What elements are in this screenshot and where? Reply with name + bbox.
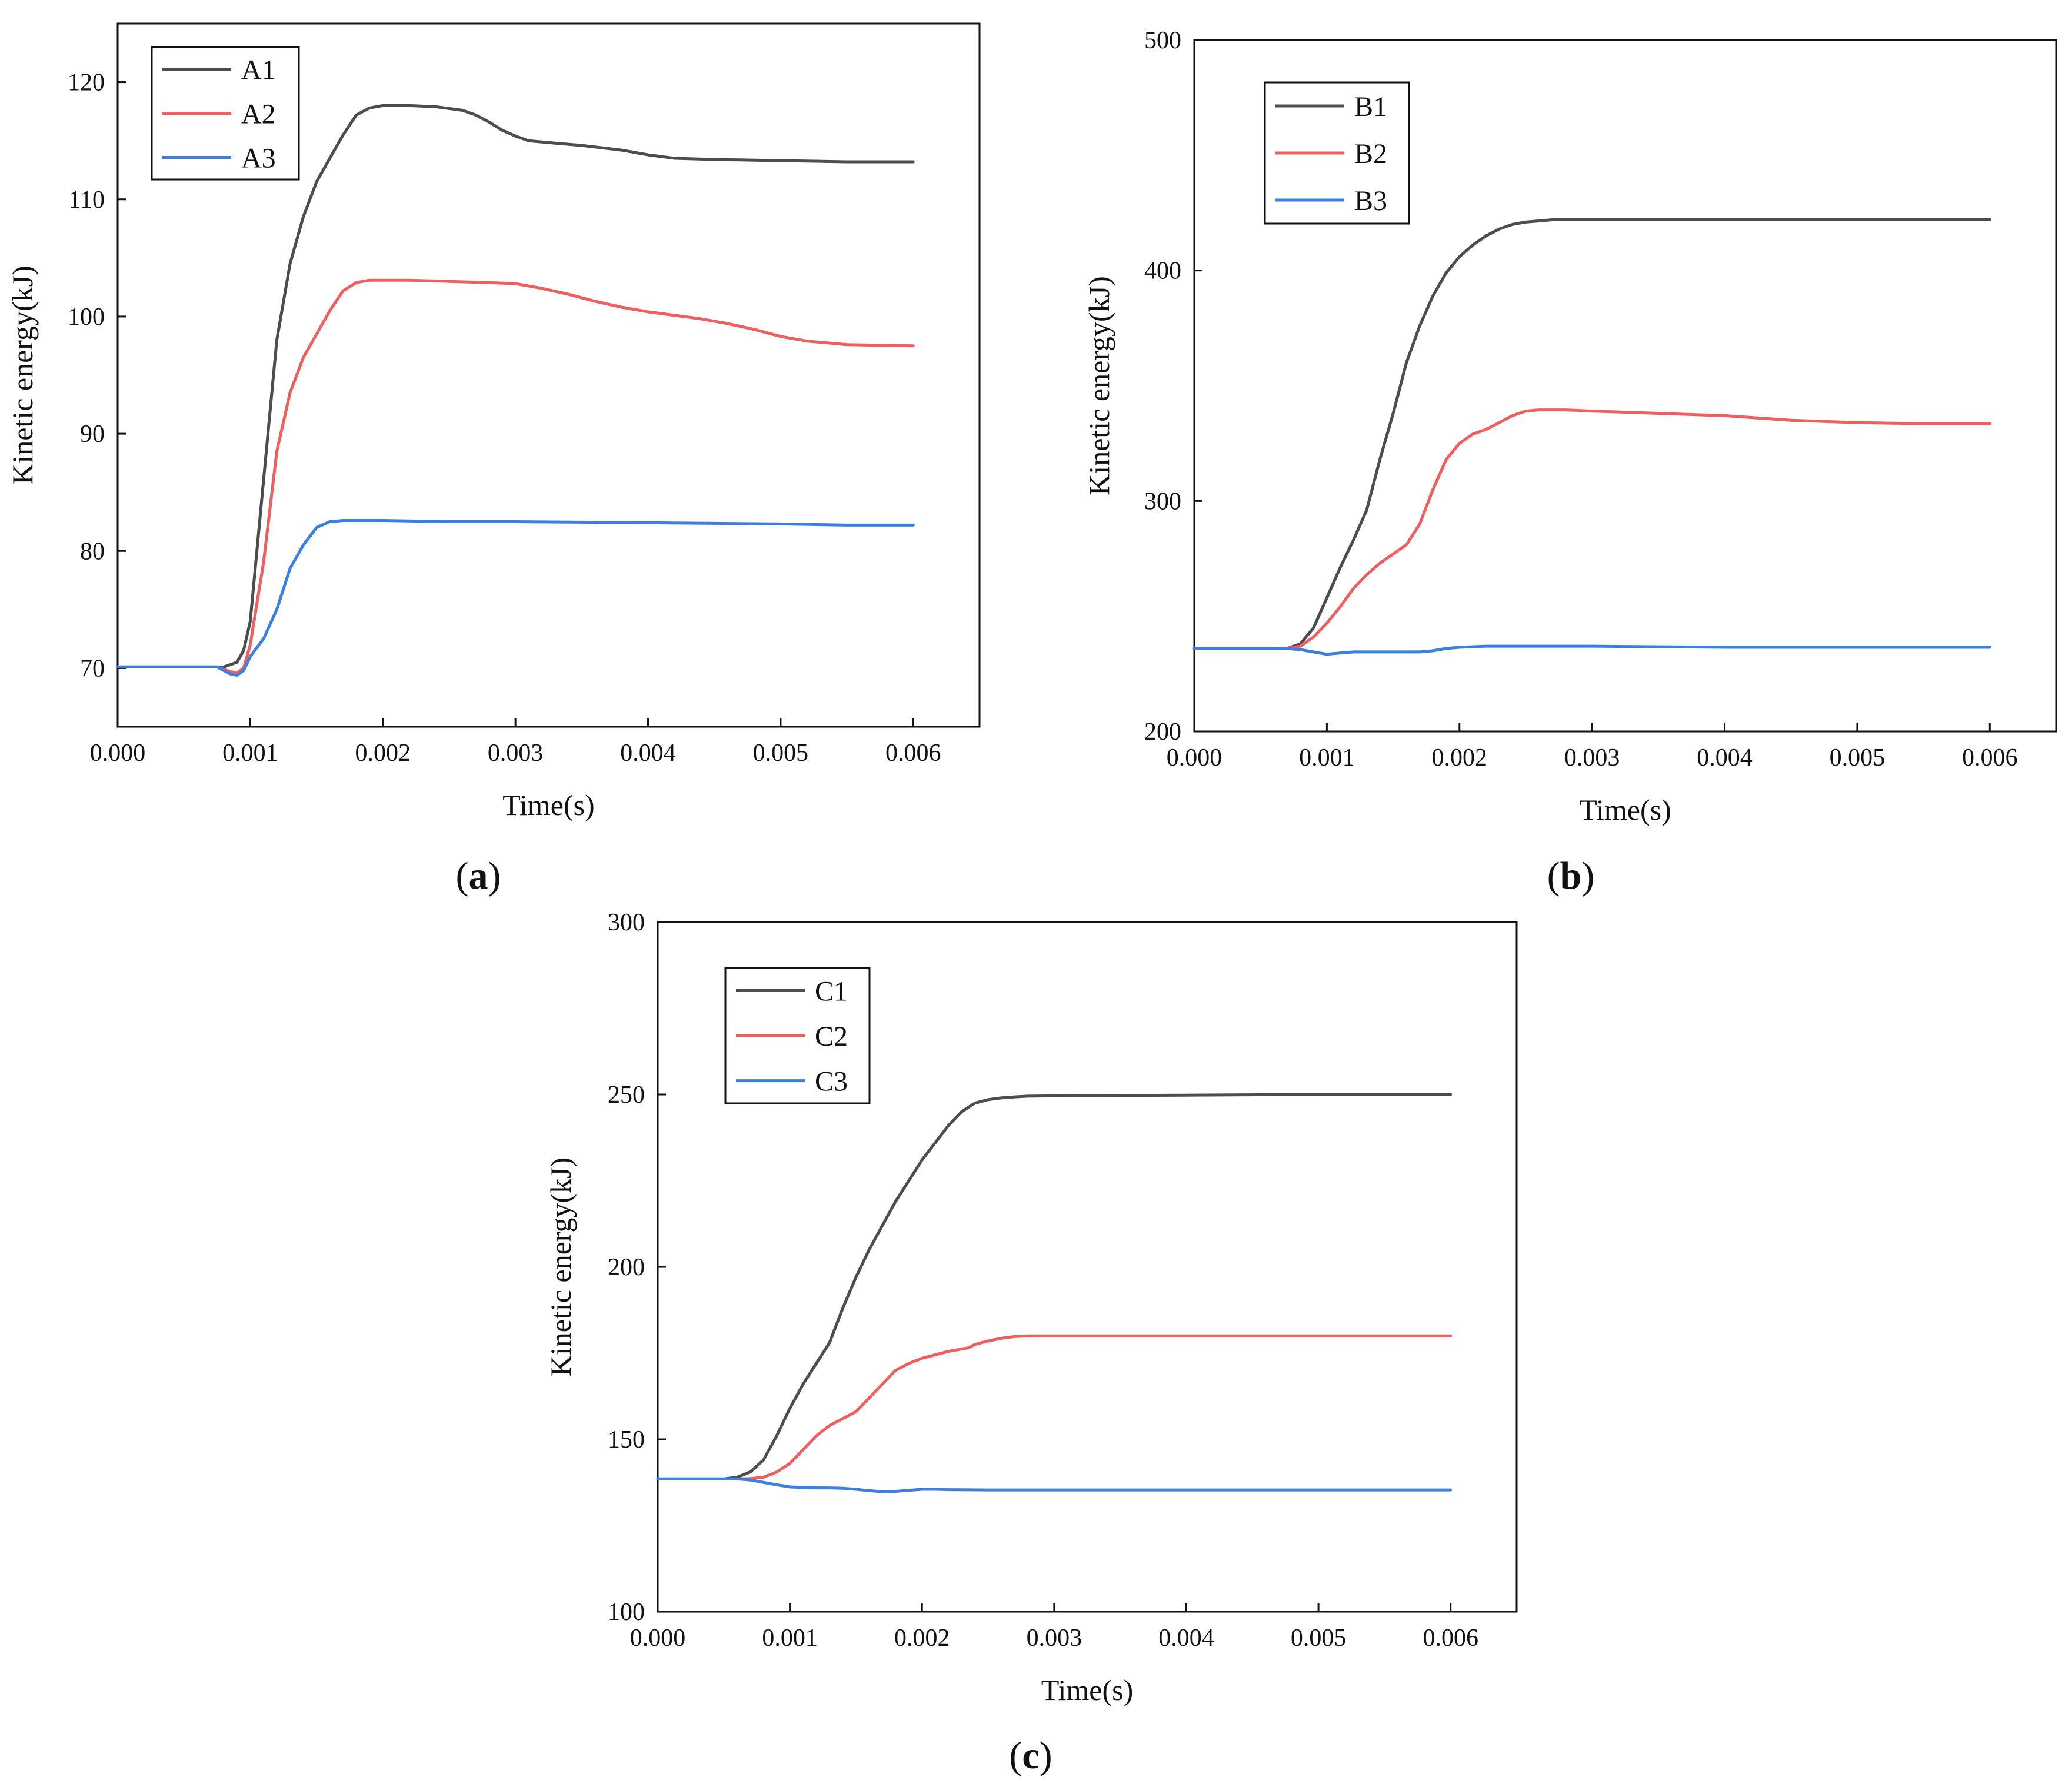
series-line-c2 — [656, 1334, 1453, 1480]
y-axis-title: Kinetic energy(kJ) — [1082, 276, 1115, 495]
series-line-a1 — [116, 104, 915, 668]
x-tick-label: 0.001 — [762, 1625, 818, 1652]
x-tick-label: 0.004 — [1158, 1625, 1214, 1652]
x-tick-label: 0.003 — [1564, 744, 1620, 771]
series-line-c1 — [656, 1093, 1453, 1480]
legend-label: B1 — [1354, 91, 1387, 122]
y-tick-label: 100 — [608, 1599, 645, 1626]
y-tick-label: 110 — [69, 187, 105, 214]
plot-frame — [116, 22, 981, 728]
x-tick-label: 0.001 — [1299, 744, 1355, 771]
x-tick-label: 0.001 — [222, 740, 278, 767]
panel-a: 0.000 0.001 0.002 0.003 0.004 0.005 0.006 70 80 9… — [6, 22, 981, 897]
x-tick-label: 0.004 — [620, 740, 676, 767]
series-line-b3 — [1192, 644, 1991, 656]
y-tick-label: 90 — [80, 421, 105, 448]
legend-label: A2 — [241, 99, 276, 130]
panel-label: (b) — [1547, 854, 1595, 897]
y-axis-title: Kinetic energy(kJ) — [544, 1157, 577, 1377]
series-line-a2 — [116, 278, 915, 674]
x-tick-label: 0.002 — [355, 740, 411, 767]
x-tick-label: 0.000 — [1167, 744, 1222, 771]
y-tick-label: 120 — [68, 69, 105, 97]
x-tick-label: 0.000 — [630, 1625, 686, 1652]
x-tick-label: 0.006 — [1962, 744, 2018, 771]
y-tick-label: 250 — [608, 1082, 645, 1109]
x-axis-title: Time(s) — [1579, 793, 1671, 826]
x-tick-label: 0.006 — [885, 740, 941, 767]
y-tick-label: 300 — [608, 909, 645, 936]
panel-label: (a) — [456, 854, 501, 897]
panel-c: 0.000 0.001 0.002 0.003 0.004 0.005 0.006 100 15… — [544, 909, 1518, 1777]
y-tick-label: 70 — [80, 655, 105, 682]
x-tick-label: 0.000 — [90, 740, 146, 767]
legend-label: C2 — [815, 1021, 848, 1052]
x-axis-title: Time(s) — [1041, 1673, 1134, 1706]
panel-b: 0.000 0.001 0.002 0.003 0.004 0.005 0.006 200 30… — [1082, 27, 2057, 897]
legend-label: A1 — [241, 55, 276, 86]
legend-label: A3 — [241, 143, 276, 174]
x-tick-label: 0.006 — [1423, 1625, 1478, 1652]
y-tick-label: 200 — [1144, 718, 1181, 746]
legend-label: C3 — [815, 1066, 848, 1097]
x-tick-label: 0.002 — [894, 1625, 950, 1652]
legend-label: C1 — [815, 976, 848, 1007]
legend-label: B2 — [1354, 138, 1387, 169]
y-axis-title: Kinetic energy(kJ) — [6, 265, 39, 485]
x-tick-label: 0.005 — [1830, 744, 1886, 771]
y-tick-label: 400 — [1144, 258, 1181, 285]
x-tick-label: 0.003 — [488, 740, 544, 767]
y-tick-label: 100 — [68, 304, 105, 331]
x-tick-label: 0.002 — [1432, 744, 1488, 771]
y-tick-label: 150 — [608, 1426, 645, 1453]
series-line-c3 — [656, 1477, 1453, 1493]
x-tick-label: 0.003 — [1027, 1625, 1082, 1652]
x-tick-label: 0.005 — [753, 740, 809, 767]
x-tick-label: 0.005 — [1291, 1625, 1347, 1652]
y-tick-label: 80 — [80, 538, 105, 565]
series-line-a3 — [116, 519, 915, 677]
x-axis-title: Time(s) — [502, 788, 595, 821]
x-tick-label: 0.004 — [1697, 744, 1753, 771]
y-tick-label: 300 — [1144, 488, 1181, 515]
series-line-b1 — [1192, 218, 1991, 650]
y-tick-label: 500 — [1144, 27, 1181, 54]
y-tick-label: 200 — [608, 1254, 645, 1281]
panel-label: (c) — [1009, 1734, 1052, 1777]
legend-label: B3 — [1354, 185, 1387, 217]
plot-frame — [1193, 39, 2057, 733]
series-line-b2 — [1192, 408, 1991, 650]
